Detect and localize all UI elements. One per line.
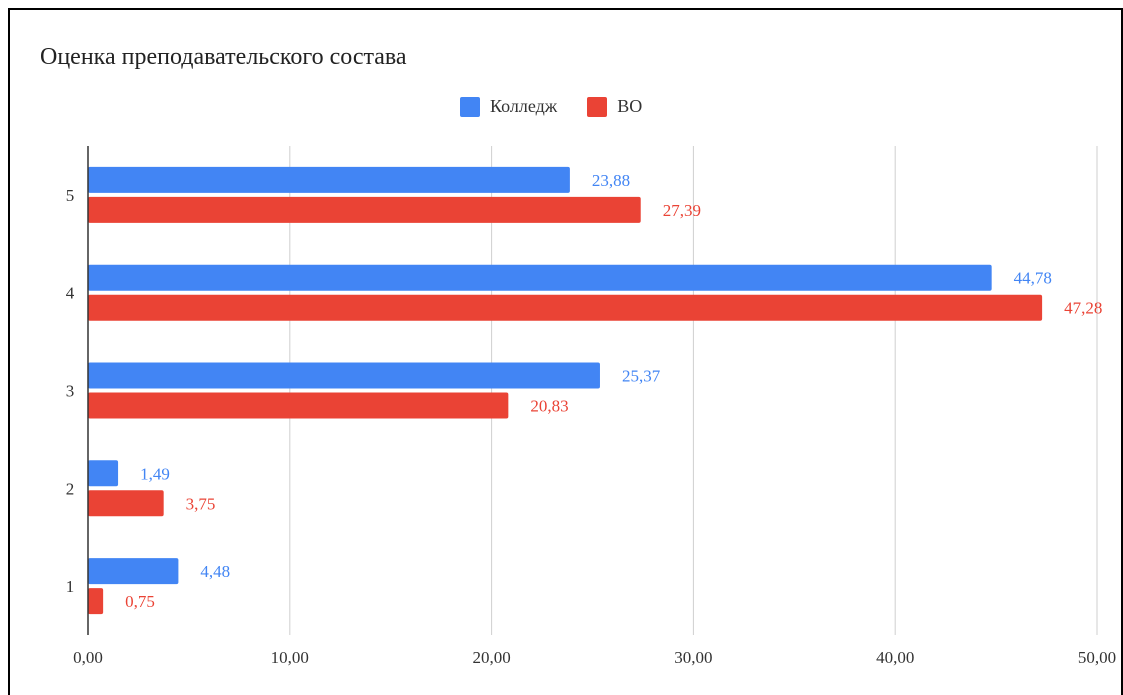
- bars: [88, 166, 1043, 615]
- bar-vo-5: [88, 196, 641, 223]
- value-labels: 4,48 0,75 1,49 3,75 25,37 20,83 44,78 47,28 23,8…: [125, 171, 1102, 611]
- x-tick-label: 50,00: [1078, 648, 1116, 667]
- legend-swatch-vo: [587, 96, 608, 117]
- bar-vo-1: [88, 588, 104, 615]
- x-tick-label: 10,00: [271, 648, 309, 667]
- legend: Колледж ВО: [0, 96, 1123, 124]
- legend-label-college: Колледж: [490, 96, 558, 116]
- legend-item-college: Колледж: [460, 96, 557, 117]
- data-label: 44,78: [1014, 269, 1052, 288]
- y-tick-label: 1: [66, 577, 75, 596]
- bar-college-4: [88, 264, 992, 291]
- bar-college-1: [88, 558, 179, 585]
- bar-vo-4: [88, 294, 1043, 321]
- bar-college-5: [88, 166, 570, 193]
- data-label: 47,28: [1064, 299, 1102, 318]
- x-axis: 0,00 10,00 20,00 30,00 40,00 50,00: [73, 648, 1116, 667]
- x-tick-label: 40,00: [876, 648, 914, 667]
- y-tick-label: 2: [66, 479, 75, 498]
- chart-frame: [8, 8, 1123, 695]
- y-tick-label: 4: [66, 284, 75, 303]
- x-tick-label: 20,00: [472, 648, 510, 667]
- y-axis: 1 2 3 4 5: [66, 146, 89, 635]
- bar-college-3: [88, 362, 600, 389]
- data-label: 4,48: [200, 562, 230, 581]
- data-label: 0,75: [125, 592, 155, 611]
- x-tick-label: 0,00: [73, 648, 103, 667]
- data-label: 23,88: [592, 171, 630, 190]
- legend-label-vo: ВО: [617, 96, 643, 116]
- legend-item-vo: ВО: [587, 96, 642, 117]
- bar-vo-3: [88, 392, 509, 419]
- x-tick-label: 30,00: [674, 648, 712, 667]
- bar-vo-2: [88, 490, 164, 517]
- data-label: 20,83: [530, 397, 568, 416]
- data-label: 1,49: [140, 464, 170, 483]
- data-label: 3,75: [186, 494, 216, 513]
- bar-college-2: [88, 460, 119, 487]
- legend-swatch-college: [460, 96, 480, 117]
- y-tick-label: 3: [66, 382, 75, 401]
- y-tick-label: 5: [66, 186, 75, 205]
- data-label: 27,39: [663, 201, 701, 220]
- gridlines: [289, 146, 1098, 635]
- chart-title: Оценка преподавательского состава: [40, 44, 407, 70]
- data-label: 25,37: [622, 367, 661, 386]
